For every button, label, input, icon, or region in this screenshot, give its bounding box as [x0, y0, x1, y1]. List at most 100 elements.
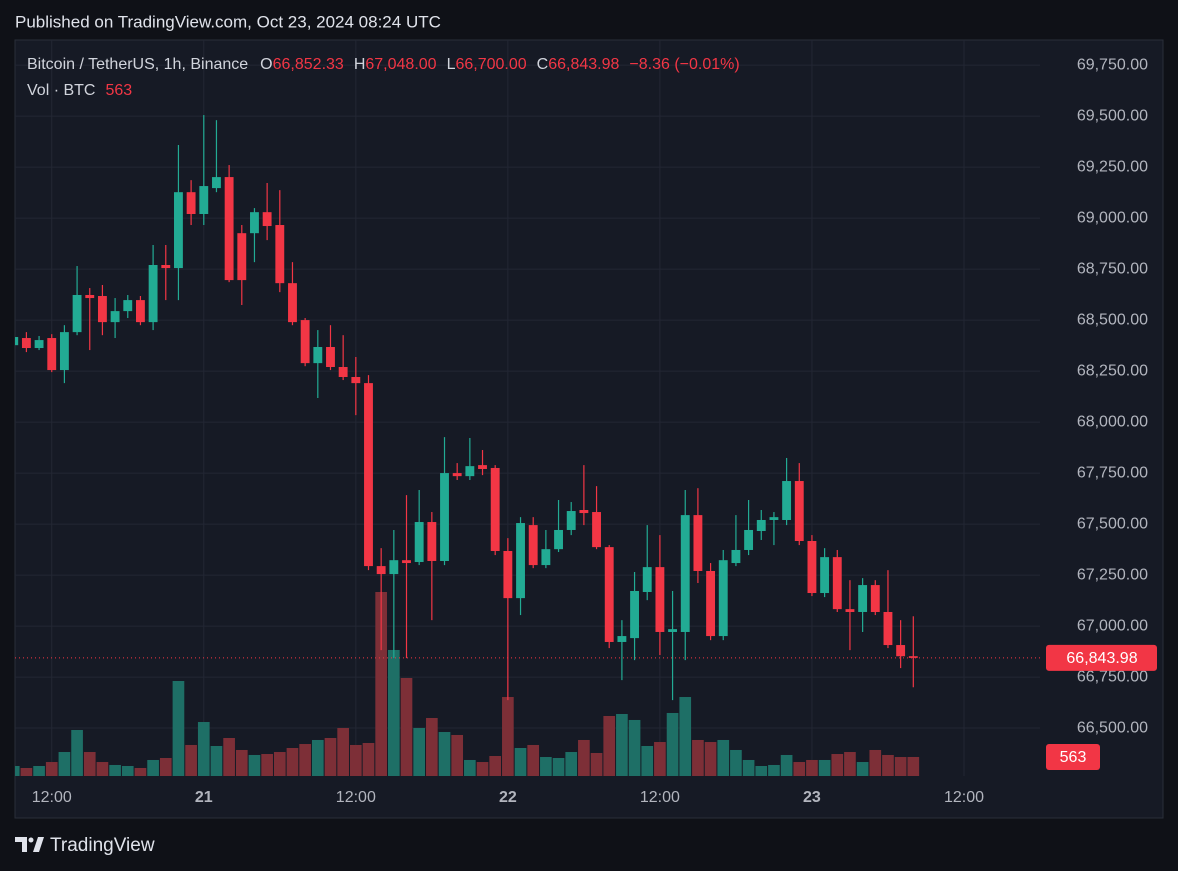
volume-bar — [780, 754, 793, 776]
candle-body — [275, 225, 285, 284]
candle-body — [706, 570, 716, 637]
volume-bar — [641, 745, 654, 776]
volume-bar — [654, 742, 666, 776]
y-tick-label: 66,750.00 — [1077, 668, 1148, 685]
candle-body — [845, 609, 855, 612]
y-tick-label: 68,000.00 — [1077, 413, 1148, 430]
candle-body — [351, 376, 361, 384]
candle-body — [617, 636, 627, 642]
volume-bar — [666, 712, 679, 776]
volume-bar — [413, 727, 426, 776]
volume-bar — [197, 722, 210, 776]
volume-bar — [58, 752, 71, 776]
candle-body — [655, 567, 665, 632]
candle-body — [858, 585, 868, 612]
x-tick-label: 12:00 — [944, 789, 984, 806]
volume-bar — [71, 729, 83, 776]
candle-body — [807, 541, 817, 594]
candle-body — [566, 511, 576, 530]
volume-bar — [159, 757, 172, 776]
candle-body — [402, 560, 411, 564]
volume-bar — [438, 732, 451, 776]
candle-body — [199, 186, 209, 215]
candle-body — [148, 265, 158, 323]
y-tick-label: 68,750.00 — [1077, 260, 1148, 277]
volume-bar — [185, 744, 197, 776]
candle-body — [427, 522, 437, 561]
volume-bar — [755, 765, 768, 776]
volume-bars — [15, 592, 920, 776]
candle-body — [452, 473, 462, 477]
close-key: C — [537, 56, 549, 73]
candle-body — [693, 515, 703, 571]
candle-body — [174, 192, 183, 269]
x-tick-label: 12:00 — [640, 789, 680, 806]
volume-bar — [375, 592, 387, 776]
last-volume-tag — [1046, 743, 1100, 770]
candle-body — [161, 265, 171, 269]
x-tick-label: 12:00 — [32, 789, 72, 806]
candle-body — [186, 192, 196, 215]
candle-body — [212, 177, 221, 189]
volume-bar — [616, 714, 628, 776]
brand-logo — [15, 837, 44, 852]
volume-bar — [286, 747, 299, 776]
high-key: H — [354, 56, 366, 73]
candle-body — [541, 549, 551, 566]
volume-bar — [527, 744, 540, 776]
volume-bar — [362, 742, 375, 776]
close-value: 66,843.98 — [548, 56, 619, 73]
candle-body — [756, 519, 766, 532]
volume-bar — [464, 759, 476, 776]
candle-body — [313, 347, 323, 364]
volume-bar — [134, 767, 147, 776]
candle-body — [782, 481, 792, 520]
candle-body — [300, 320, 310, 364]
volume-bar — [235, 749, 248, 776]
high-value: 67,048.00 — [365, 56, 436, 73]
candle-body — [478, 465, 487, 469]
candle-body — [97, 296, 107, 323]
volume-bar — [147, 759, 159, 776]
volume-bar — [742, 759, 755, 776]
low-key: L — [447, 56, 456, 73]
candle-body — [59, 332, 69, 371]
volume-bar — [400, 677, 413, 776]
volume-bar — [451, 734, 464, 776]
candle-body — [376, 566, 386, 575]
candle-body — [769, 517, 779, 520]
y-tick-label: 67,500.00 — [1077, 515, 1148, 532]
candle-body — [72, 294, 82, 333]
volume-bar — [793, 762, 806, 776]
volume-bar — [502, 697, 514, 776]
volume-bar — [273, 752, 286, 776]
candle-body — [592, 512, 601, 548]
candle-body — [908, 656, 918, 658]
open-key: O — [260, 56, 272, 73]
candle-body — [604, 547, 614, 642]
candle-body — [224, 177, 234, 281]
low-value: 66,700.00 — [455, 56, 526, 73]
change: −8.36 (−0.01%) — [629, 56, 739, 73]
candle-body — [794, 481, 804, 542]
y-tick-label: 68,250.00 — [1077, 362, 1148, 379]
x-tick-label: 21 — [195, 789, 213, 806]
volume-bar — [426, 717, 438, 776]
candle-body — [820, 557, 830, 594]
volume-bar — [882, 754, 894, 776]
y-tick-label: 69,500.00 — [1077, 107, 1148, 124]
candle-body — [528, 525, 538, 566]
volume-bar — [692, 739, 704, 776]
volume-bar — [704, 742, 717, 776]
volume-bar — [907, 756, 920, 776]
volume-bar — [45, 762, 58, 776]
candle-body — [832, 557, 842, 610]
candle-body — [731, 549, 741, 564]
volume-bar — [489, 755, 502, 776]
last-volume-label: 563 — [1060, 749, 1087, 766]
candle-body — [135, 300, 145, 323]
volume-value: 563 — [105, 82, 132, 99]
volume-bar — [831, 754, 844, 776]
volume-bar — [15, 765, 20, 776]
